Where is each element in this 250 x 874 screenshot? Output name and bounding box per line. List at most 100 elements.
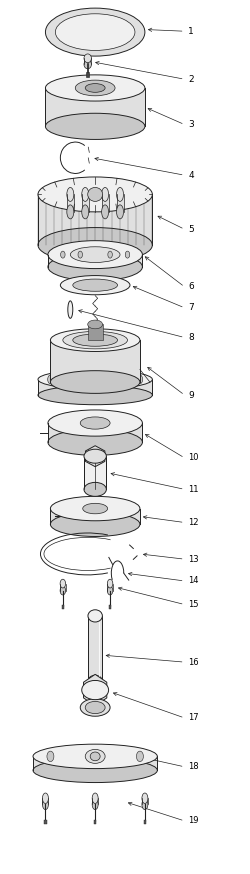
Ellipse shape: [46, 75, 145, 101]
Ellipse shape: [92, 793, 98, 803]
Bar: [62, 605, 64, 609]
Ellipse shape: [68, 301, 73, 318]
Bar: [86, 73, 89, 78]
Ellipse shape: [38, 177, 152, 212]
Ellipse shape: [90, 752, 100, 760]
Text: 8: 8: [188, 333, 194, 342]
Ellipse shape: [63, 331, 128, 349]
Ellipse shape: [82, 187, 89, 201]
Ellipse shape: [85, 749, 105, 763]
Text: 7: 7: [188, 303, 194, 312]
Bar: [67, 194, 74, 212]
Bar: [38, 379, 152, 395]
Ellipse shape: [48, 253, 142, 281]
Bar: [144, 820, 146, 824]
Ellipse shape: [88, 187, 103, 201]
Ellipse shape: [73, 334, 118, 346]
Text: 9: 9: [188, 391, 194, 399]
Bar: [142, 797, 148, 804]
Bar: [88, 682, 102, 690]
Ellipse shape: [50, 496, 140, 521]
Text: 13: 13: [188, 555, 199, 564]
Text: 3: 3: [188, 120, 194, 129]
Ellipse shape: [136, 751, 143, 761]
Ellipse shape: [78, 251, 82, 258]
Ellipse shape: [60, 586, 66, 595]
Bar: [109, 605, 111, 609]
Ellipse shape: [125, 251, 130, 258]
Text: 19: 19: [188, 816, 199, 825]
Ellipse shape: [84, 60, 92, 69]
Ellipse shape: [60, 579, 66, 588]
Text: 1: 1: [188, 27, 194, 36]
Ellipse shape: [84, 449, 106, 463]
Text: 2: 2: [188, 75, 194, 84]
Bar: [102, 194, 108, 212]
Ellipse shape: [60, 251, 65, 258]
Bar: [48, 423, 142, 442]
Ellipse shape: [102, 187, 108, 201]
Text: 14: 14: [188, 577, 199, 586]
Ellipse shape: [47, 751, 54, 761]
Text: 16: 16: [188, 657, 199, 667]
Ellipse shape: [107, 586, 113, 595]
Ellipse shape: [102, 205, 108, 218]
FancyBboxPatch shape: [88, 616, 102, 682]
Ellipse shape: [142, 799, 148, 809]
Bar: [44, 820, 47, 824]
Ellipse shape: [80, 699, 110, 716]
Bar: [60, 582, 66, 591]
Ellipse shape: [33, 744, 157, 768]
Bar: [92, 797, 98, 804]
Ellipse shape: [75, 80, 115, 96]
Text: 11: 11: [188, 485, 199, 494]
Text: 4: 4: [188, 170, 194, 180]
Ellipse shape: [50, 329, 140, 351]
Ellipse shape: [38, 227, 152, 262]
Bar: [33, 756, 157, 770]
Text: 10: 10: [188, 454, 199, 462]
Bar: [88, 324, 103, 340]
Polygon shape: [84, 675, 107, 706]
Ellipse shape: [46, 114, 145, 140]
Ellipse shape: [67, 187, 74, 201]
Ellipse shape: [82, 205, 89, 218]
Ellipse shape: [88, 610, 102, 622]
Ellipse shape: [84, 482, 106, 496]
Ellipse shape: [38, 385, 152, 405]
Bar: [48, 254, 142, 267]
Ellipse shape: [88, 320, 103, 329]
Text: 12: 12: [188, 518, 199, 527]
Ellipse shape: [107, 579, 113, 588]
Ellipse shape: [67, 205, 74, 218]
Ellipse shape: [60, 275, 130, 295]
Ellipse shape: [85, 84, 105, 93]
Ellipse shape: [56, 14, 135, 51]
Ellipse shape: [70, 246, 120, 262]
Ellipse shape: [48, 240, 142, 268]
Ellipse shape: [108, 251, 112, 258]
Ellipse shape: [46, 8, 145, 56]
Ellipse shape: [48, 429, 142, 455]
FancyBboxPatch shape: [46, 88, 145, 127]
Ellipse shape: [48, 375, 53, 384]
Ellipse shape: [73, 279, 118, 291]
FancyBboxPatch shape: [50, 340, 140, 382]
Ellipse shape: [50, 371, 140, 393]
Ellipse shape: [48, 410, 142, 436]
Ellipse shape: [83, 503, 108, 514]
Bar: [116, 194, 123, 212]
Ellipse shape: [38, 370, 152, 389]
Ellipse shape: [84, 54, 92, 63]
Ellipse shape: [50, 512, 140, 537]
Text: 17: 17: [188, 713, 199, 723]
Ellipse shape: [116, 187, 123, 201]
Ellipse shape: [42, 793, 48, 803]
Bar: [50, 509, 140, 524]
Ellipse shape: [142, 793, 148, 803]
Ellipse shape: [137, 375, 143, 384]
Bar: [82, 194, 89, 212]
Ellipse shape: [88, 676, 102, 688]
Bar: [42, 797, 48, 804]
FancyBboxPatch shape: [84, 456, 106, 489]
